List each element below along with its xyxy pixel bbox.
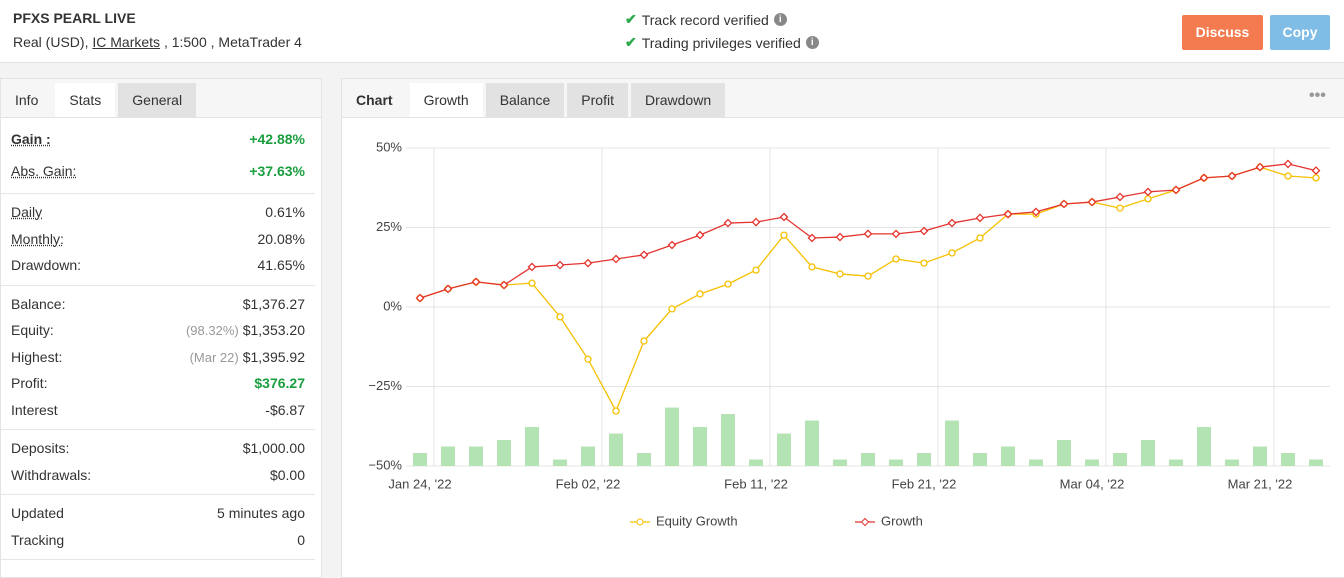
- stats-row: Daily 0.61%: [11, 199, 305, 226]
- stats-value: 41.65%: [258, 257, 305, 273]
- panel-label: Chart: [356, 92, 393, 108]
- copy-button[interactable]: Copy: [1270, 15, 1330, 50]
- tab-bar: Info Stats General: [1, 79, 321, 118]
- stats-value-text: $376.27: [254, 375, 305, 392]
- tab[interactable]: General: [118, 83, 197, 117]
- stats-row: Interest -$6.87: [11, 397, 305, 424]
- stats-value: +37.63%: [249, 163, 305, 179]
- stats-value-text: 0: [297, 531, 305, 548]
- broker-link[interactable]: IC Markets: [92, 34, 161, 50]
- stats-row: Profit: $376.27: [11, 370, 305, 397]
- stats-value-text: 20.08%: [257, 230, 305, 247]
- stats-row: Deposits: $1,000.00: [11, 435, 305, 462]
- stats-row: Updated 5 minutes ago: [11, 500, 305, 527]
- info-icon[interactable]: i: [805, 36, 819, 49]
- stats-note: (98.32%): [185, 323, 239, 339]
- stats-note: (Mar 22): [189, 349, 239, 365]
- stats-label: Gain :: [11, 131, 51, 147]
- tab[interactable]: Stats: [55, 83, 116, 117]
- stats-group: Balance: $1,376.27 Equity: (98.32%) $1,353.2…: [1, 286, 315, 430]
- stats-value: -$6.87: [265, 402, 305, 418]
- stats-row: Balance: $1,376.27: [11, 291, 305, 318]
- tab[interactable]: Growth: [409, 83, 483, 117]
- stats-value: 20.08%: [258, 231, 305, 247]
- verification: ✔ Track record verified i: [625, 11, 787, 28]
- stats-row: Withdrawals: $0.00: [11, 462, 305, 489]
- stats-group: Gain : +42.88% Abs. Gain: +37.63%: [1, 118, 315, 194]
- stats-value: 0: [297, 532, 305, 548]
- stats-row: Monthly: 20.08%: [11, 226, 305, 253]
- chart-panel: Chart Growth Balance Profit Drawdown •••: [341, 78, 1344, 578]
- verification-text: Track record verified: [641, 11, 769, 28]
- stats-value-text: 0.61%: [265, 204, 305, 221]
- tab-bar: Chart Growth Balance Profit Drawdown: [342, 79, 1344, 118]
- stats-label: Tracking: [11, 531, 65, 548]
- stats-group: Updated 5 minutes ago Tracking 0: [1, 495, 315, 560]
- verification-text: Trading privileges verified: [641, 34, 801, 51]
- menu-button[interactable]: •••: [1309, 87, 1326, 104]
- tab[interactable]: Profit: [567, 83, 628, 117]
- stats-value-text: $1,395.92: [242, 348, 305, 365]
- stats-list: Gain : +42.88% Abs. Gain: +37.63% Daily 0.61%…: [1, 118, 321, 560]
- stats-value-text: -$6.87: [265, 401, 305, 418]
- stats-value: 5 minutes ago: [217, 505, 305, 521]
- stats-group: Daily 0.61% Monthly: 20.08% Drawdown: 41.65%: [1, 194, 315, 286]
- verification: ✔ Trading privileges verified i: [625, 34, 819, 51]
- stats-row: Abs. Gain: +37.63%: [11, 155, 305, 187]
- stats-label: Drawdown:: [11, 257, 82, 274]
- stats-label: Profit:: [11, 375, 48, 392]
- stats-label: Highest:: [11, 348, 63, 365]
- stats-value: $1,000.00: [243, 440, 305, 456]
- stats-label: Equity:: [11, 322, 54, 339]
- stats-panel: Info Stats General Gain : +42.88% Abs. Gain:…: [0, 78, 322, 578]
- stats-row: Gain : +42.88%: [11, 123, 305, 155]
- stats-label: Interest: [11, 401, 58, 418]
- stats-row: Equity: (98.32%) $1,353.20: [11, 317, 305, 344]
- info-icon[interactable]: i: [773, 13, 787, 26]
- stats-value-text: 5 minutes ago: [217, 505, 305, 522]
- account-details: , 1:500 , MetaTrader 4: [163, 34, 302, 50]
- stats-value: (Mar 22) $1,395.92: [190, 349, 305, 365]
- discuss-button[interactable]: Discuss: [1182, 15, 1263, 50]
- stats-value-text: $1,376.27: [242, 295, 305, 312]
- stats-row: Highest: (Mar 22) $1,395.92: [11, 344, 305, 371]
- stats-label: Updated: [11, 505, 64, 522]
- stats-label: Daily: [11, 204, 43, 221]
- tab[interactable]: Info: [15, 92, 39, 108]
- stats-value: +42.88%: [249, 131, 305, 147]
- stats-value-text: +42.88%: [249, 131, 305, 147]
- stats-value-text: $1,353.20: [242, 322, 305, 339]
- stats-value-text: $1,000.00: [242, 440, 305, 457]
- stats-label: Balance:: [11, 295, 66, 312]
- stats-row: Drawdown: 41.65%: [11, 252, 305, 279]
- stats-value: $376.27: [254, 375, 305, 391]
- stats-label: Abs. Gain:: [11, 163, 77, 179]
- stats-label: Monthly:: [11, 230, 64, 247]
- header: PFXS PEARL LIVE Real (USD), IC Markets ,…: [0, 0, 1344, 63]
- stats-value: (98.32%) $1,353.20: [186, 322, 305, 338]
- stats-value-text: 41.65%: [257, 257, 305, 274]
- stats-value-text: +37.63%: [249, 163, 305, 179]
- stats-value-text: $0.00: [269, 466, 305, 483]
- stats-value: $1,376.27: [243, 296, 305, 312]
- stats-row: Tracking 0: [11, 527, 305, 554]
- stats-value: $0.00: [270, 467, 305, 483]
- stats-value: 0.61%: [265, 204, 305, 220]
- stats-label: Deposits:: [11, 440, 70, 457]
- account-type: Real (USD),: [13, 34, 89, 50]
- tab[interactable]: Balance: [485, 83, 565, 117]
- tab[interactable]: Drawdown: [630, 83, 726, 117]
- account-title: PFXS PEARL LIVE: [13, 10, 136, 26]
- stats-label: Withdrawals:: [11, 466, 92, 483]
- stats-group: Deposits: $1,000.00 Withdrawals: $0.00: [1, 430, 315, 495]
- account-info: Real (USD), IC Markets , 1:500 , MetaTra…: [13, 34, 302, 50]
